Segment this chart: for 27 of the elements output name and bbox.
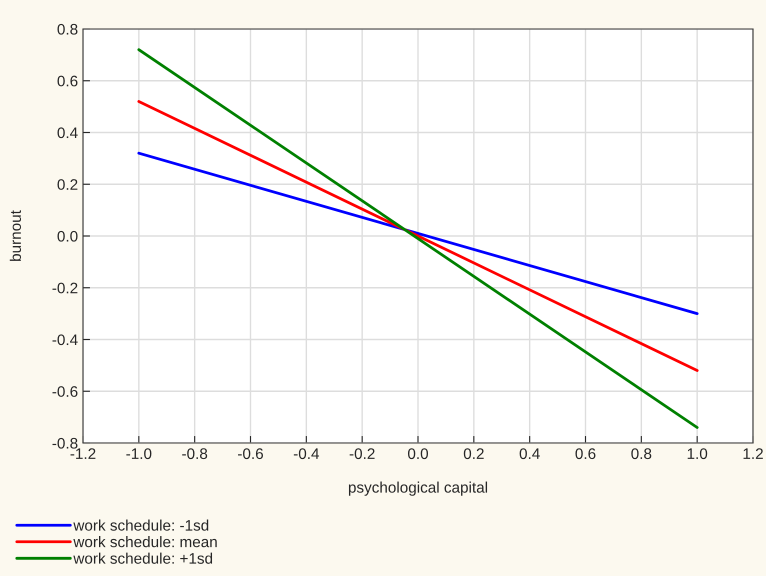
x-tick-label: -0.8 bbox=[182, 448, 208, 460]
x-tick-label: 0.6 bbox=[575, 448, 596, 460]
legend-label: work schedule: mean bbox=[73, 536, 217, 548]
x-tick-label: 1.0 bbox=[688, 448, 708, 460]
y-tick-label: 0.8 bbox=[58, 24, 78, 35]
x-tick-label: -0.6 bbox=[238, 448, 263, 460]
x-tick-label: 0.4 bbox=[520, 448, 540, 460]
x-tick-label: 0.2 bbox=[464, 448, 484, 460]
x-tick-label: -1.0 bbox=[126, 448, 152, 460]
legend-label: work schedule: +1sd bbox=[73, 552, 212, 564]
y-axis-title: burnout bbox=[10, 210, 22, 261]
y-tick-label: 0.4 bbox=[58, 127, 78, 138]
x-tick-label: 1.2 bbox=[744, 448, 763, 459]
y-tick-label: 0.2 bbox=[58, 179, 78, 190]
x-tick-label: -1.2 bbox=[70, 448, 96, 459]
y-tick-label: 0.6 bbox=[58, 76, 78, 86]
y-tick-label: -0.2 bbox=[52, 282, 78, 294]
y-tick-label: -0.6 bbox=[52, 386, 78, 397]
x-tick-label: -0.2 bbox=[350, 448, 375, 460]
x-tick-label: 0.0 bbox=[408, 448, 428, 460]
legend-label: work schedule: -1sd bbox=[73, 520, 208, 531]
y-tick-label: -0.4 bbox=[52, 334, 78, 346]
x-tick-label: -0.4 bbox=[294, 448, 320, 460]
x-axis-title: psychological capital bbox=[348, 482, 488, 496]
y-tick-label: 0.0 bbox=[58, 230, 78, 242]
x-tick-label: 0.8 bbox=[631, 448, 652, 460]
y-tick-label: -0.8 bbox=[52, 438, 78, 449]
